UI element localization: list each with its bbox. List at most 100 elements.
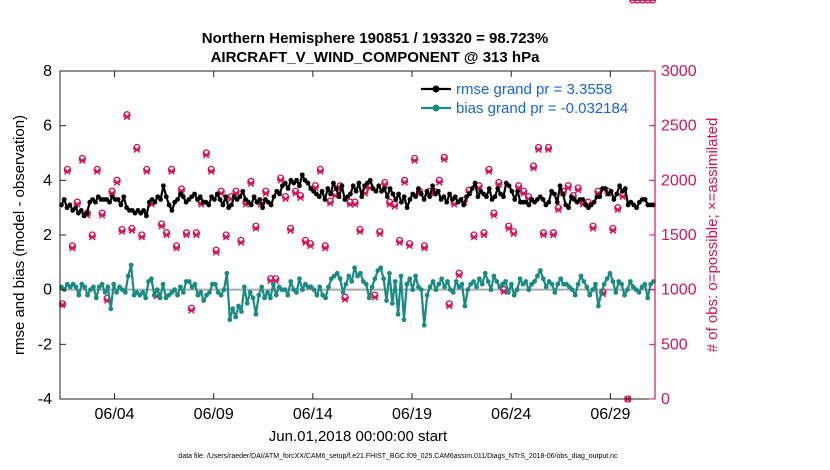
obs-assimilated-point xyxy=(520,190,528,197)
rmse-point xyxy=(467,191,472,197)
obs-assimilated-point xyxy=(435,179,443,186)
bias-point xyxy=(526,287,532,293)
bias-point xyxy=(413,273,418,279)
obs-assimilated-point xyxy=(247,180,255,187)
bias-point xyxy=(479,281,485,287)
rmse-point xyxy=(197,194,203,200)
bias-point xyxy=(523,279,529,284)
rmse-point xyxy=(152,199,158,205)
rmse-point xyxy=(396,191,401,197)
rmse-point xyxy=(144,213,149,219)
bias-point xyxy=(445,279,450,284)
rmse-point xyxy=(376,183,382,189)
rmse-point xyxy=(271,194,277,200)
rmse-point xyxy=(299,172,305,178)
rmse-point xyxy=(608,188,614,194)
rmse-point xyxy=(622,186,628,191)
rmse-point xyxy=(350,183,356,189)
obs-possible-point xyxy=(643,0,652,4)
x-tick-label: 06/14 xyxy=(293,406,333,423)
bias-point xyxy=(569,287,575,293)
rmse-point xyxy=(421,197,427,202)
bias-point xyxy=(410,287,416,293)
obs-assimilated-point xyxy=(183,231,190,239)
rmse-point xyxy=(506,183,512,189)
rmse-point xyxy=(603,186,608,191)
y2-tick-label: 0 xyxy=(661,391,670,408)
bias-point xyxy=(73,284,79,290)
rmse-point xyxy=(175,197,180,202)
bias-point xyxy=(349,279,355,284)
rmse-point xyxy=(161,183,166,189)
bias-point xyxy=(450,290,456,295)
bias-point xyxy=(395,311,401,317)
bias-point xyxy=(337,276,343,282)
rmse-point xyxy=(418,191,424,197)
bias-point xyxy=(384,298,389,303)
bias-point xyxy=(549,281,555,287)
obs-assimilated-point xyxy=(237,239,245,246)
obs-assimilated-point xyxy=(316,168,324,175)
rmse-point xyxy=(486,186,492,191)
rmse-point xyxy=(115,197,121,202)
rmse-point xyxy=(73,205,78,211)
bias-point xyxy=(636,290,642,295)
obs-assimilated-point xyxy=(207,168,215,175)
bias-point xyxy=(642,281,648,287)
bias-point xyxy=(122,290,128,295)
rmse-point xyxy=(634,205,639,211)
rmse-point xyxy=(384,194,390,200)
rmse-point xyxy=(461,202,467,208)
obs-possible-point xyxy=(58,300,67,308)
rmse-point xyxy=(560,191,566,197)
obs-assimilated-point xyxy=(93,168,101,175)
y-axis-right: 0 500 1000 1500 2000 2500 3000 xyxy=(649,63,697,408)
obs-assimilated-point xyxy=(133,146,141,154)
bias-point xyxy=(575,281,581,287)
rmse-point xyxy=(424,188,430,194)
bias-point xyxy=(221,287,227,293)
rmse-point xyxy=(430,183,435,189)
bias-point xyxy=(372,276,378,282)
bias-point xyxy=(326,284,331,290)
rmse-point xyxy=(277,191,282,197)
bias-point xyxy=(453,279,459,284)
obs-assimilated-point xyxy=(455,272,463,279)
rmse-point xyxy=(557,183,563,189)
obs-assimilated-point xyxy=(158,222,166,230)
bias-point xyxy=(180,290,186,295)
chart-title: Northern Hemisphere 190851 / 193320 = 98… xyxy=(202,30,548,47)
y-tick-label: 8 xyxy=(43,63,52,80)
y-axis-left: -4 -2 0 2 4 6 8 xyxy=(38,63,66,408)
legend-bias-label: bias grand pr = -0.032184 xyxy=(456,100,628,117)
obs-assimilated-point xyxy=(98,211,106,219)
bias-point xyxy=(477,276,482,282)
bias-point xyxy=(572,292,578,298)
rmse-point xyxy=(427,194,433,200)
obs-assimilated-point xyxy=(222,233,230,241)
bias-point xyxy=(442,284,447,290)
bias-point xyxy=(282,287,288,293)
bias-point xyxy=(363,281,369,287)
y2-tick-label: 1000 xyxy=(661,282,697,299)
bias-point xyxy=(288,279,294,284)
bias-point xyxy=(227,317,233,323)
obs-assimilated-point xyxy=(411,157,418,164)
y2-axis-label: # of obs: o=possible; ×=assimilated xyxy=(704,118,721,353)
obs-assimilated-point xyxy=(530,164,537,172)
bias-point xyxy=(378,265,384,271)
bias-point xyxy=(392,279,398,284)
y-tick-label: 6 xyxy=(43,118,52,135)
obs-assimilated-point xyxy=(143,168,151,175)
obs-assimilated-point xyxy=(302,239,309,246)
y-tick-label: -4 xyxy=(38,391,52,408)
bias-point xyxy=(552,290,558,295)
rmse-point xyxy=(141,208,146,213)
bias-point xyxy=(259,284,265,290)
rmse-point xyxy=(416,186,421,191)
bias-point xyxy=(102,290,108,295)
bias-point xyxy=(418,287,424,293)
x-tick-label: 06/29 xyxy=(590,406,630,423)
data-file-footnote: data file: /Users/raeder/DAI/ATM_forcXX/… xyxy=(178,453,618,460)
